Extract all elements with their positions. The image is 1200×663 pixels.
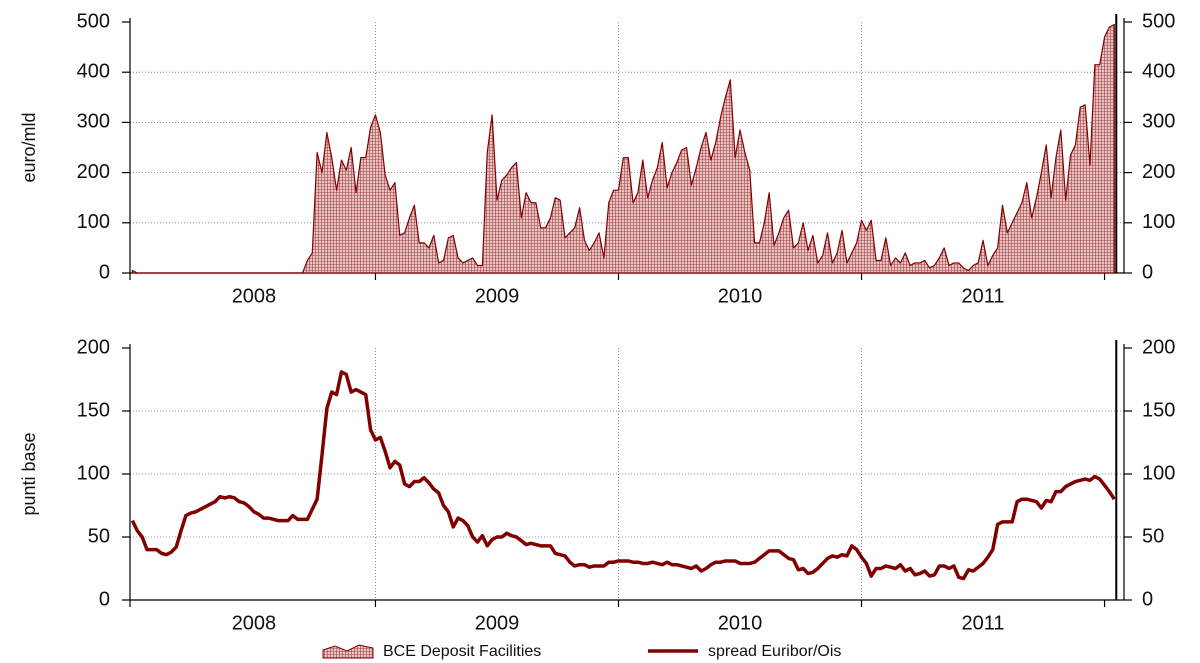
y2-tick-label: 100 bbox=[1142, 211, 1175, 233]
y-tick-label: 500 bbox=[77, 10, 110, 32]
y-tick-label: 400 bbox=[77, 60, 110, 82]
legend-label: spread Euribor/Ois bbox=[708, 643, 841, 660]
y2-tick-label: 50 bbox=[1142, 525, 1164, 547]
x-tick-label: 2010 bbox=[718, 285, 763, 307]
legend-label: BCE Deposit Facilities bbox=[383, 643, 541, 660]
y-tick-label: 0 bbox=[99, 261, 110, 283]
y2-tick-label: 100 bbox=[1142, 462, 1175, 484]
y2-tick-label: 200 bbox=[1142, 336, 1175, 358]
y-tick-label: 100 bbox=[77, 462, 110, 484]
x-tick-label: 2011 bbox=[962, 285, 1005, 307]
y2-tick-label: 200 bbox=[1142, 161, 1175, 183]
legend-swatch bbox=[322, 644, 374, 659]
y2-tick-label: 0 bbox=[1142, 588, 1153, 610]
y-tick-label: 50 bbox=[88, 525, 110, 547]
y-tick-label: 200 bbox=[77, 161, 110, 183]
y2-tick-label: 400 bbox=[1142, 60, 1175, 82]
y2-tick-label: 500 bbox=[1142, 10, 1175, 32]
x-tick-label: 2008 bbox=[232, 285, 277, 307]
x-tick-label: 2010 bbox=[718, 612, 763, 634]
y-axis-title: euro/mld bbox=[19, 112, 39, 182]
x-tick-label: 2009 bbox=[475, 612, 520, 634]
y-tick-label: 300 bbox=[77, 111, 110, 133]
y2-tick-label: 300 bbox=[1142, 111, 1175, 133]
y-tick-label: 200 bbox=[77, 336, 110, 358]
area bbox=[131, 23, 1115, 274]
y-tick-label: 0 bbox=[99, 588, 110, 610]
y2-tick-label: 0 bbox=[1142, 261, 1153, 283]
x-tick-label: 2008 bbox=[232, 612, 277, 634]
y-axis-title: punti base bbox=[19, 432, 39, 515]
x-tick-label: 2011 bbox=[962, 612, 1005, 634]
y-tick-label: 100 bbox=[77, 211, 110, 233]
line bbox=[130, 370, 1116, 581]
x-tick-label: 2009 bbox=[475, 285, 520, 307]
y-tick-label: 150 bbox=[77, 399, 110, 421]
y2-tick-label: 150 bbox=[1142, 399, 1175, 421]
